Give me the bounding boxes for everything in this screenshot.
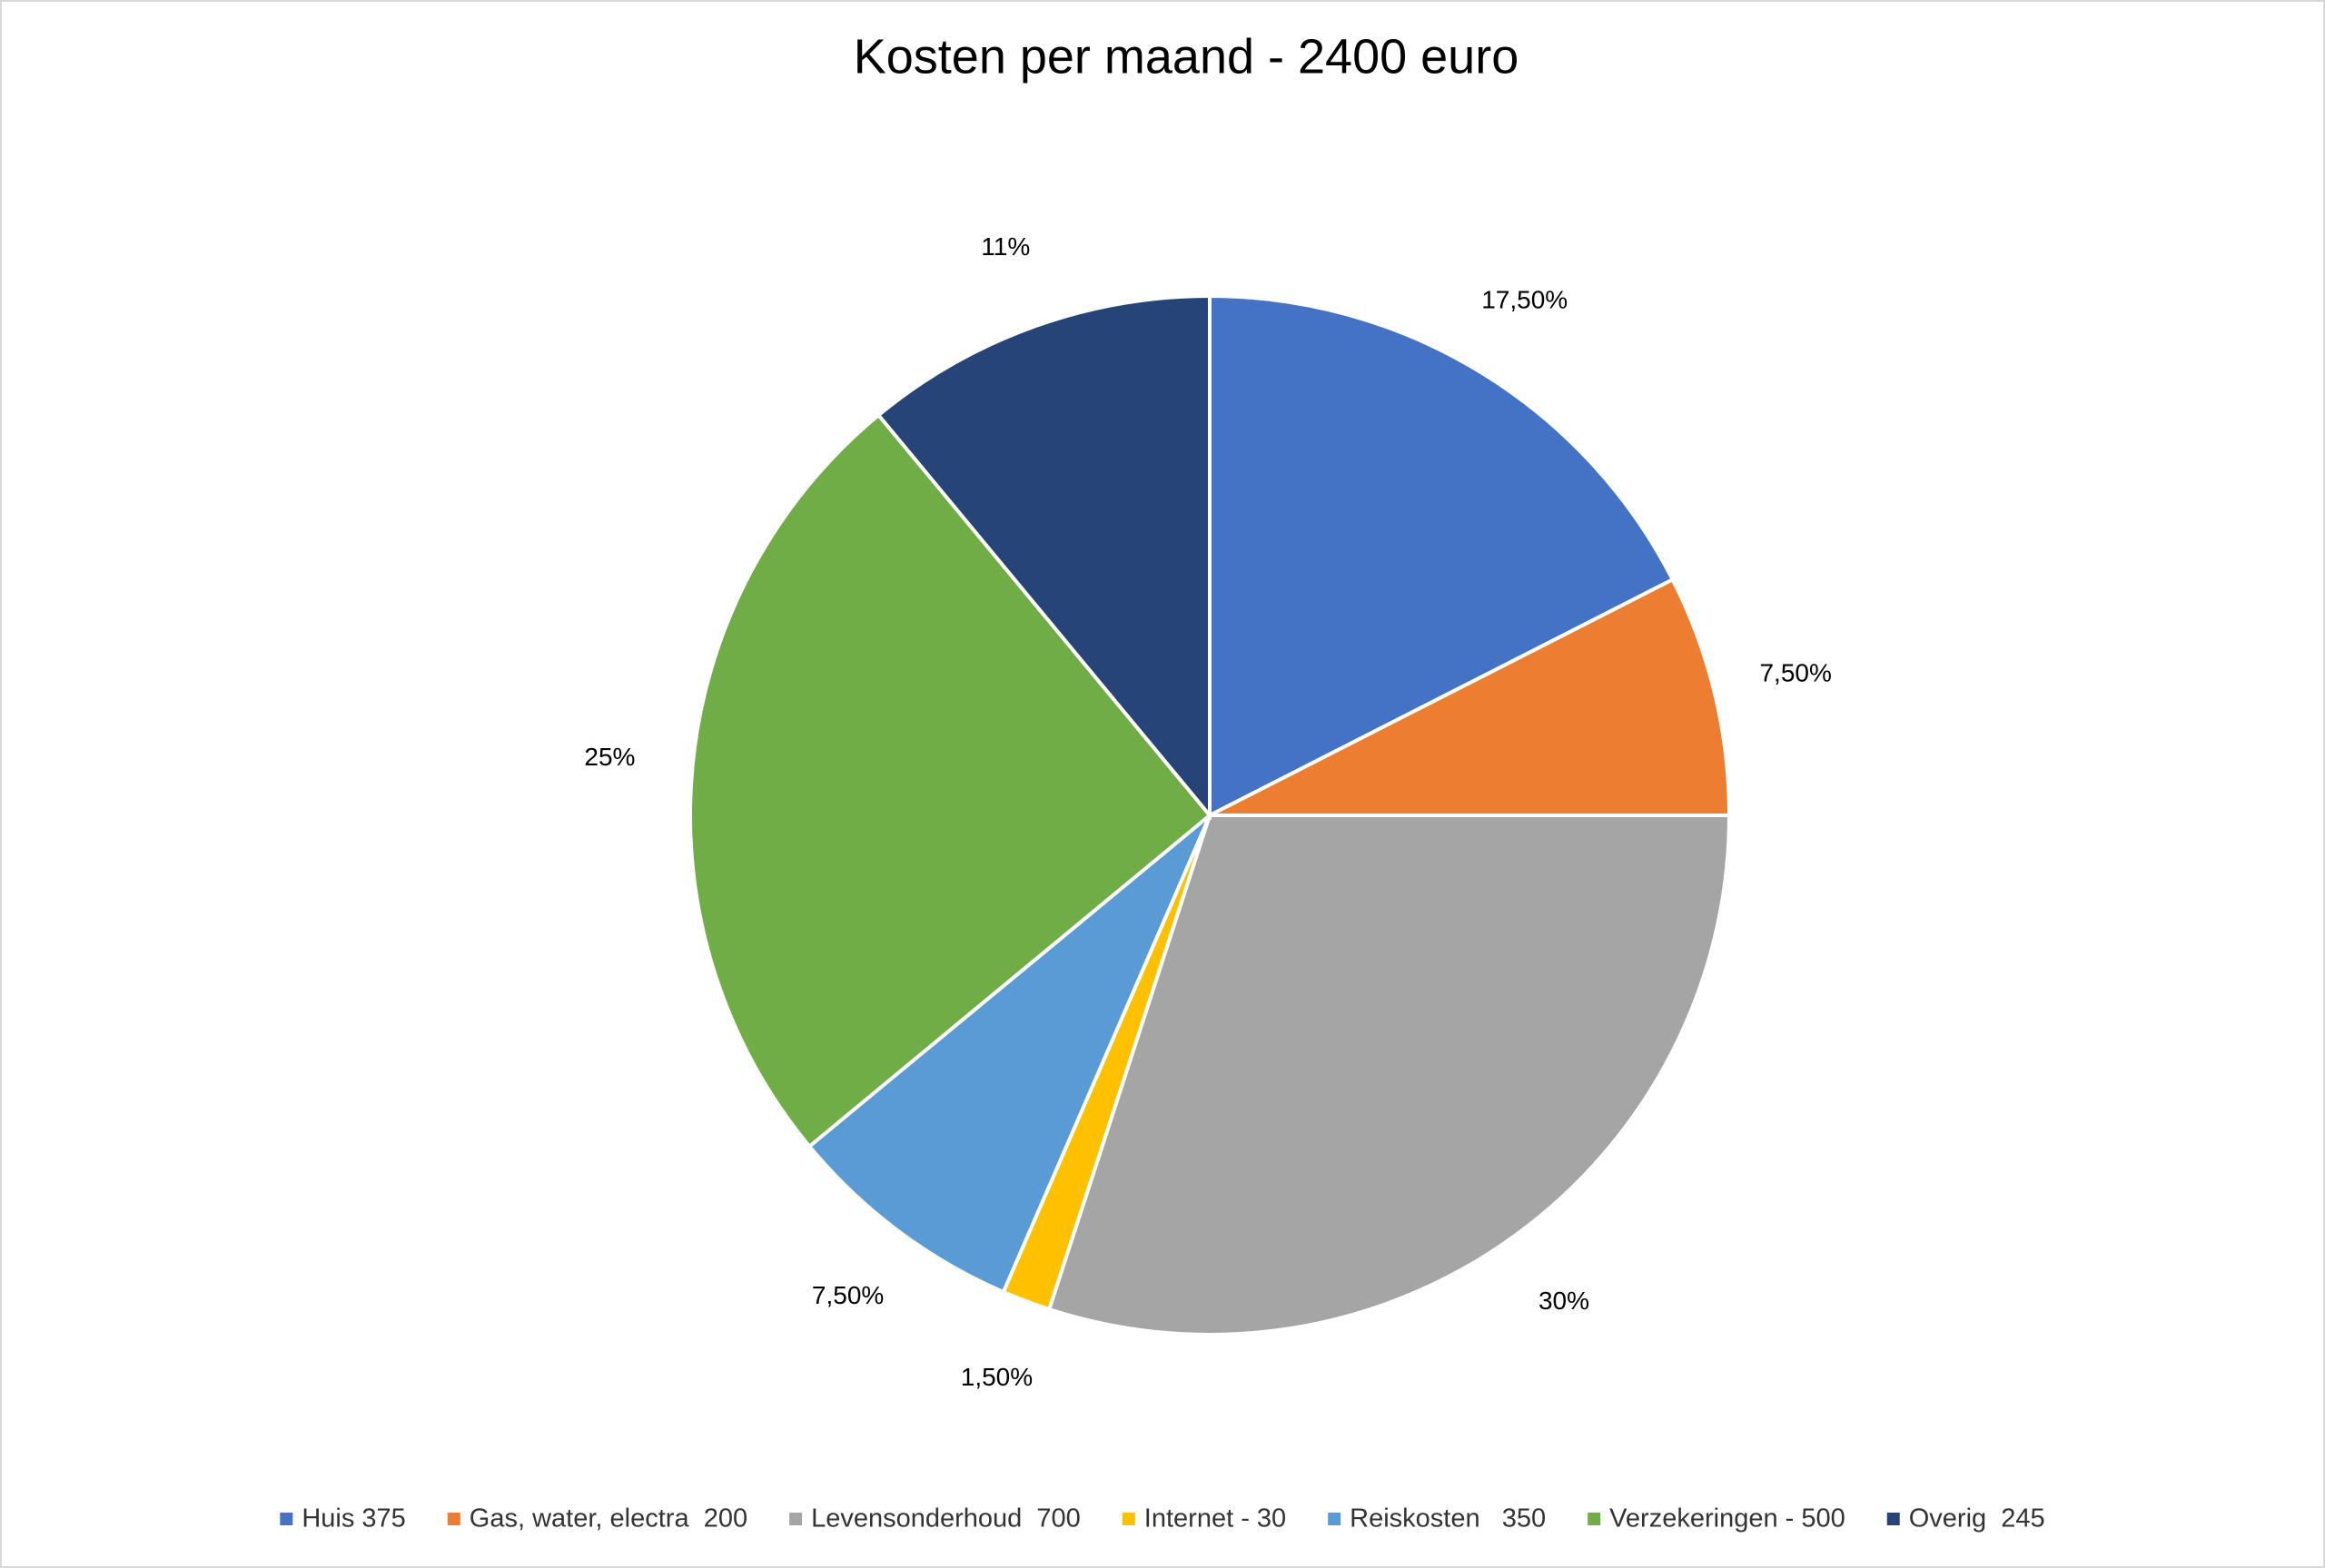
pie-slice [1046,814,1732,1336]
legend-marker [1122,1513,1135,1525]
data-label: 17,50% [1481,286,1568,314]
legend-marker [280,1513,293,1525]
pie-slice [688,412,1212,1149]
data-label: 7,50% [1759,658,1831,686]
data-label: 7,50% [812,1281,884,1309]
chart-title: Kosten per maand - 2400 euro [854,29,1519,84]
legend-label: Gas, water, electra 200 [470,1504,747,1533]
legend-label: Verzekeringen - 500 [1609,1504,1845,1533]
legend-label: Huis 375 [302,1504,405,1533]
legend-label: Overig 245 [1909,1504,2045,1533]
legend-marker [789,1513,803,1525]
legend-label: Reiskosten 350 [1350,1504,1546,1533]
pie-slice [1209,577,1732,817]
legend-marker [447,1513,460,1525]
legend-label: Levensonderhoud 700 [811,1504,1081,1533]
legend-label: Internet - 30 [1144,1504,1286,1533]
legend-marker [1886,1513,1900,1525]
pie-slice [806,814,1212,1295]
data-label: 25% [584,743,635,771]
data-label: 11% [981,232,1030,261]
pie-slice [1208,293,1676,819]
data-label: 30% [1538,1287,1589,1315]
legend: Huis 375 Gas, water, electra 200 Levensond… [280,1504,2045,1533]
legend-marker [1328,1513,1341,1525]
data-label: 1,50% [961,1363,1033,1391]
pie-slice [876,293,1212,821]
legend-marker [1588,1513,1601,1525]
